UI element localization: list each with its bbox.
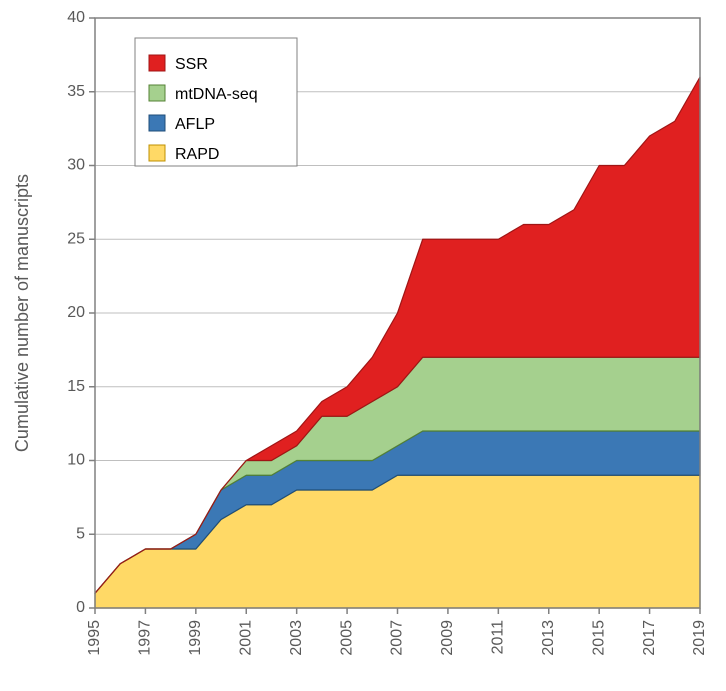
y-tick-label: 25 (67, 230, 85, 247)
y-tick-label: 35 (67, 83, 85, 100)
x-tick-label: 2005 (338, 620, 355, 656)
x-tick-label: 2011 (490, 620, 507, 655)
y-tick-label: 10 (67, 452, 85, 469)
legend-label-SSR: SSR (175, 56, 208, 73)
x-tick-label: 2001 (237, 620, 254, 656)
y-tick-label: 30 (67, 157, 85, 174)
y-tick-label: 15 (67, 378, 85, 395)
chart-container: 0 5 10 15 20 25 30 35 40 1995 1997 1999 2001 2003 2005… (0, 0, 726, 691)
x-tick-label: 2013 (540, 620, 557, 656)
stacked-area-chart: 0 5 10 15 20 25 30 35 40 1995 1997 1999 2001 2003 2005… (0, 0, 726, 691)
y-axis-title: Cumulative number of manuscripts (12, 174, 32, 452)
x-tick-label: 1995 (86, 620, 103, 656)
legend-swatch-RAPD (149, 145, 165, 161)
x-tick-label: 1999 (187, 620, 204, 656)
legend-label-AFLP: AFLP (175, 116, 215, 133)
y-tick-label: 20 (67, 304, 85, 321)
legend-label-RAPD: RAPD (175, 146, 219, 163)
x-tick-label: 2019 (691, 620, 708, 656)
x-tick-label: 1997 (137, 620, 154, 656)
legend-swatch-SSR (149, 55, 165, 71)
legend-swatch-mtDNA-seq (149, 85, 165, 101)
y-tick-label: 40 (67, 9, 85, 26)
x-tick-label: 2017 (641, 620, 658, 656)
x-tick-label: 2007 (389, 620, 406, 656)
legend-swatch-AFLP (149, 115, 165, 131)
x-tick-label: 2015 (590, 620, 607, 656)
y-tick-label: 0 (76, 599, 85, 616)
legend-label-mtDNA-seq: mtDNA-seq (175, 86, 258, 103)
y-tick-label: 5 (76, 525, 85, 542)
x-tick-label: 2003 (288, 620, 305, 656)
x-tick-label: 2009 (439, 620, 456, 656)
